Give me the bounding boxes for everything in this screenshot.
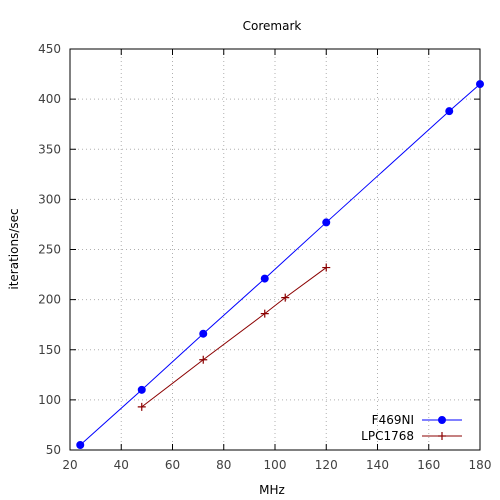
series-f469ni	[76, 80, 484, 449]
y-tick-label: 400	[38, 92, 61, 106]
data-point-f469ni	[260, 274, 269, 283]
x-tick-label: 80	[216, 458, 231, 472]
data-point-f469ni	[322, 218, 331, 227]
series-lpc1768	[137, 263, 331, 411]
x-tick-label: 60	[165, 458, 180, 472]
data-point-f469ni	[199, 329, 208, 338]
y-tick-label: 300	[38, 192, 61, 206]
legend-label-lpc1768: LPC1768	[361, 429, 414, 443]
y-axis-title: iterations/sec	[7, 208, 21, 289]
x-tick-label: 40	[114, 458, 129, 472]
x-tick-label: 180	[469, 458, 492, 472]
data-point-lpc1768	[322, 263, 331, 272]
series-group	[76, 80, 484, 449]
data-point-f469ni	[76, 440, 85, 449]
x-axis-title: MHz	[259, 483, 285, 497]
y-tick-label: 200	[38, 293, 61, 307]
series-line-lpc1768	[141, 267, 327, 408]
y-tick-label: 350	[38, 142, 61, 156]
legend-marker-f469ni	[438, 416, 446, 424]
x-tick-label: 20	[62, 458, 77, 472]
legend-marker-lpc1768	[438, 432, 446, 440]
y-tick-label: 250	[38, 243, 61, 257]
chart-title: Coremark	[243, 19, 302, 33]
y-tick-label: 450	[38, 42, 61, 56]
x-tick-label: 160	[417, 458, 440, 472]
data-point-lpc1768	[137, 402, 146, 411]
data-point-f469ni	[476, 80, 484, 89]
legend: F469NI LPC1768	[361, 413, 462, 443]
y-tick-label: 150	[38, 343, 61, 357]
data-point-lpc1768	[199, 355, 208, 364]
axis-ticks: 20 40 60 80 100 120 140 160 180 50 100 150 200 250 300…	[38, 42, 491, 472]
x-tick-label: 140	[366, 458, 389, 472]
legend-label-f469ni: F469NI	[372, 413, 414, 427]
y-tick-label: 100	[38, 393, 61, 407]
data-point-lpc1768	[260, 309, 269, 318]
grid	[70, 49, 480, 450]
data-point-lpc1768	[281, 293, 290, 302]
x-tick-label: 100	[264, 458, 287, 472]
data-point-f469ni	[445, 107, 454, 116]
data-point-f469ni	[137, 385, 146, 394]
y-tick-label: 50	[46, 443, 61, 457]
x-tick-label: 120	[315, 458, 338, 472]
